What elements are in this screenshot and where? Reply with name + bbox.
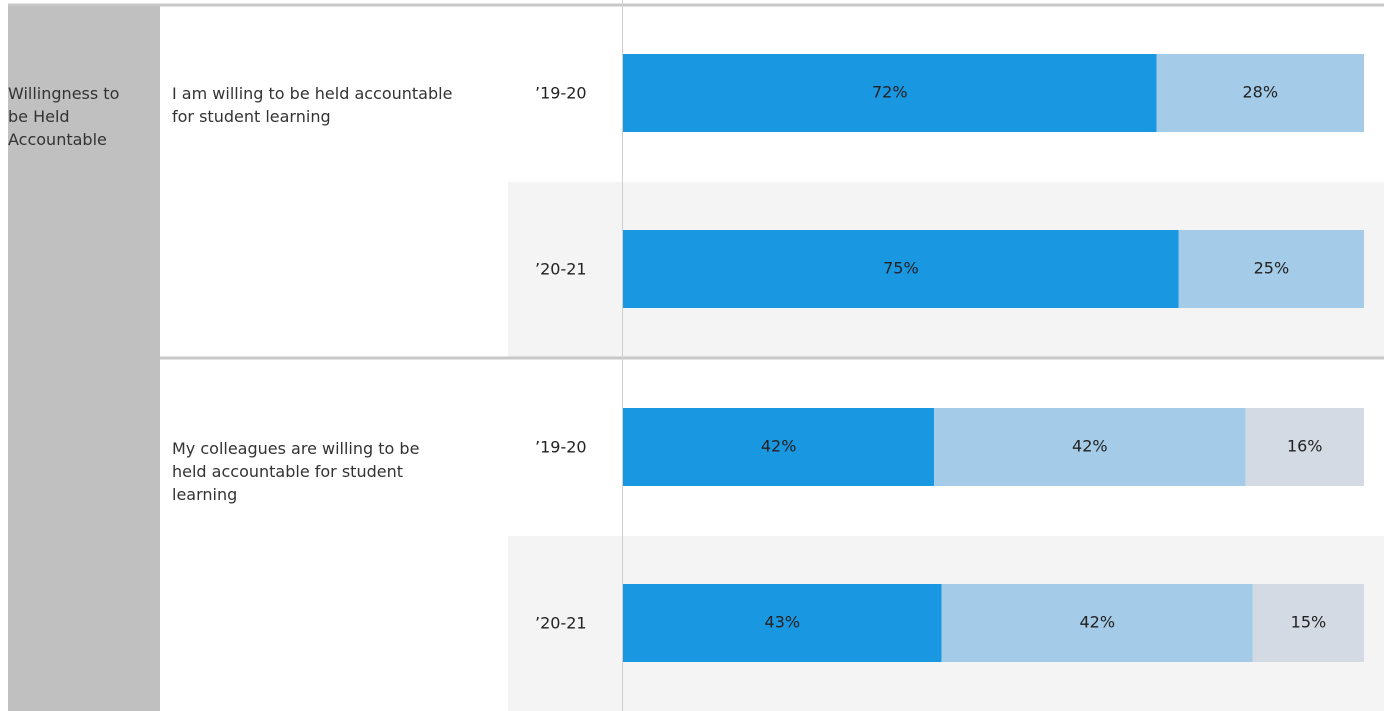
bar-segment: [623, 584, 942, 662]
data-label: 28%: [1242, 83, 1278, 102]
question-label: My colleagues are willing to be held acc…: [172, 439, 420, 504]
question-label: I am willing to be held accountable for …: [172, 84, 453, 126]
bar-segment: [623, 54, 1157, 132]
data-label: 42%: [1079, 613, 1115, 632]
period-label: ’20-21: [535, 260, 587, 279]
bar-segment: [941, 584, 1253, 662]
data-label: 16%: [1287, 437, 1323, 456]
group-column: [8, 5, 160, 711]
bar-segment: [1245, 408, 1364, 486]
bar-segment: [623, 408, 935, 486]
bar-segment: [1178, 230, 1364, 308]
bar-segment: [934, 408, 1246, 486]
period-label: ’19-20: [535, 84, 587, 103]
data-label: 43%: [765, 613, 801, 632]
bar-segment: [1252, 584, 1364, 662]
bar-segment: [1156, 54, 1364, 132]
data-label: 42%: [1072, 437, 1108, 456]
bar-segment: [623, 230, 1179, 308]
data-label: 15%: [1291, 613, 1327, 632]
period-label: ’19-20: [535, 438, 587, 457]
period-label: ’20-21: [535, 614, 587, 633]
group-label: Willingness to be Held Accountable: [8, 84, 120, 149]
data-label: 75%: [883, 259, 919, 278]
data-label: 42%: [761, 437, 797, 456]
data-label: 25%: [1254, 259, 1290, 278]
data-label: 72%: [872, 83, 908, 102]
